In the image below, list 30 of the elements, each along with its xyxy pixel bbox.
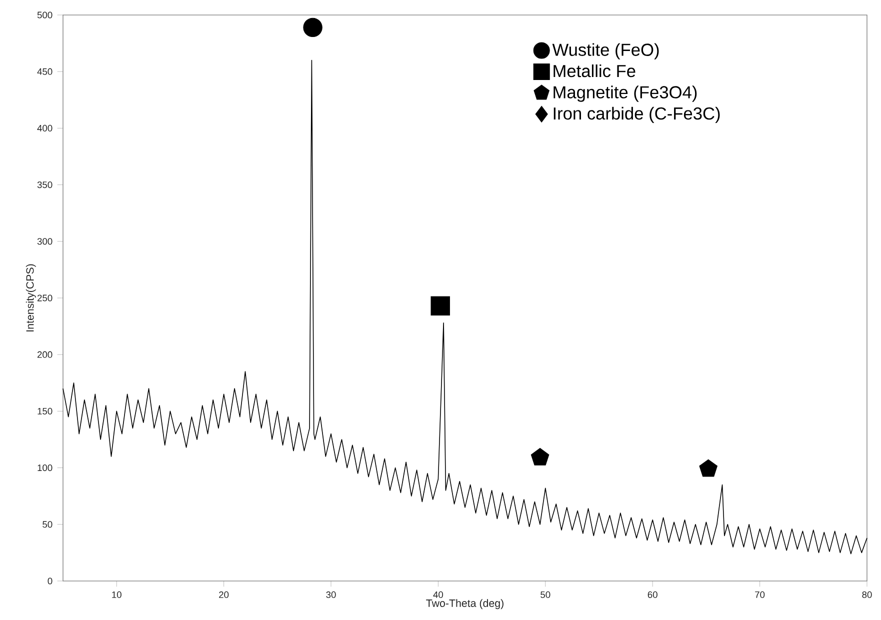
x-tick-label: 80 [862,591,872,598]
y-axis-title: Intensity(CPS) [26,264,36,332]
x-tick-label: 20 [219,591,229,598]
y-tick-label: 100 [38,464,52,472]
y-tick-label: 0 [48,578,52,584]
x-tick-label: 70 [755,591,765,598]
x-tick-label: 30 [326,591,336,598]
y-tick-label: 450 [37,68,52,75]
line-series [62,60,868,554]
y-tick-label: 50 [42,521,52,528]
y-tick-label: 300 [37,238,52,245]
x-tick-label: 50 [540,591,550,598]
legend-label: Magnetite (Fe3O4) [554,86,697,102]
y-tick-label: 250 [37,294,52,302]
x-tick-label: 40 [433,591,444,598]
legend-label: Wustite (FeO) [552,43,659,60]
y-tick-label: 150 [38,408,52,414]
x-axis-title: Two-Theta (deg) [426,599,504,610]
legend-label: Iron carbide (C-Fe3C) [554,106,720,124]
x-tick-label: 10 [112,591,122,598]
point [699,459,718,477]
y-tick-label: 400 [37,124,52,132]
legend-label: Metallic Fe [554,64,636,78]
point [430,296,450,316]
point [303,18,322,38]
point [530,448,550,466]
y-tick-label: 500 [37,12,52,18]
x-tick-label: 60 [648,591,658,598]
y-tick-label: 350 [37,181,52,188]
y-tick-label: 200 [37,351,52,358]
